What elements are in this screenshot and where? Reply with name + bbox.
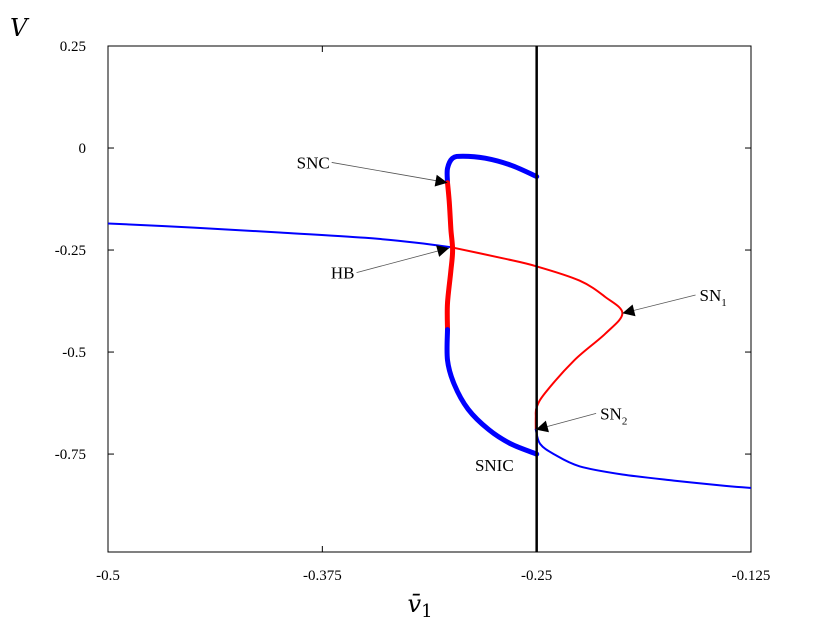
y-tick-label: -0.75: [55, 447, 86, 463]
annotation-label: SN1: [700, 286, 727, 309]
x-tick-label: -0.125: [732, 568, 771, 584]
plot-frame: [107, 45, 752, 553]
y-tick-label: 0: [79, 141, 87, 157]
y-tick-label: 0.25: [60, 39, 86, 55]
series-stable-periodic-lower: [444, 327, 540, 457]
annotation-label: SN2: [600, 404, 627, 427]
annotation-label: SNC: [297, 153, 330, 172]
annotation-arrow: [622, 294, 696, 317]
x-axis-label: v̄1: [408, 590, 433, 622]
x-tick-label: -0.5: [96, 568, 120, 584]
curves: [108, 153, 751, 489]
annotation-label: SNIC: [475, 456, 514, 475]
x-tick-label: -0.25: [521, 568, 552, 584]
y-tick-label: -0.25: [55, 243, 86, 259]
annotation-arrow: [535, 412, 597, 433]
x-tick-label: -0.375: [303, 568, 342, 584]
y-axis-label: V: [10, 14, 30, 42]
y-tick-label: -0.5: [62, 345, 86, 361]
annotations: SNC HB SN1 SN2 SNIC: [297, 153, 727, 475]
axis-labels: Vv̄1: [10, 14, 433, 622]
series-unstable-periodic: [444, 180, 456, 333]
axes: -0.5 -0.375 -0.25 -0.125 0.25 0 -0.25 -0.5 -0.75: [55, 39, 771, 584]
series-stable-equilibria-upper: [108, 222, 452, 249]
series-stable-periodic-upper: [444, 153, 540, 186]
annotation-arrow: [356, 245, 450, 273]
annotation-arrow: [331, 162, 448, 187]
series-stable-equilibria-lower: [534, 428, 751, 489]
annotation-label: HB: [331, 264, 355, 283]
